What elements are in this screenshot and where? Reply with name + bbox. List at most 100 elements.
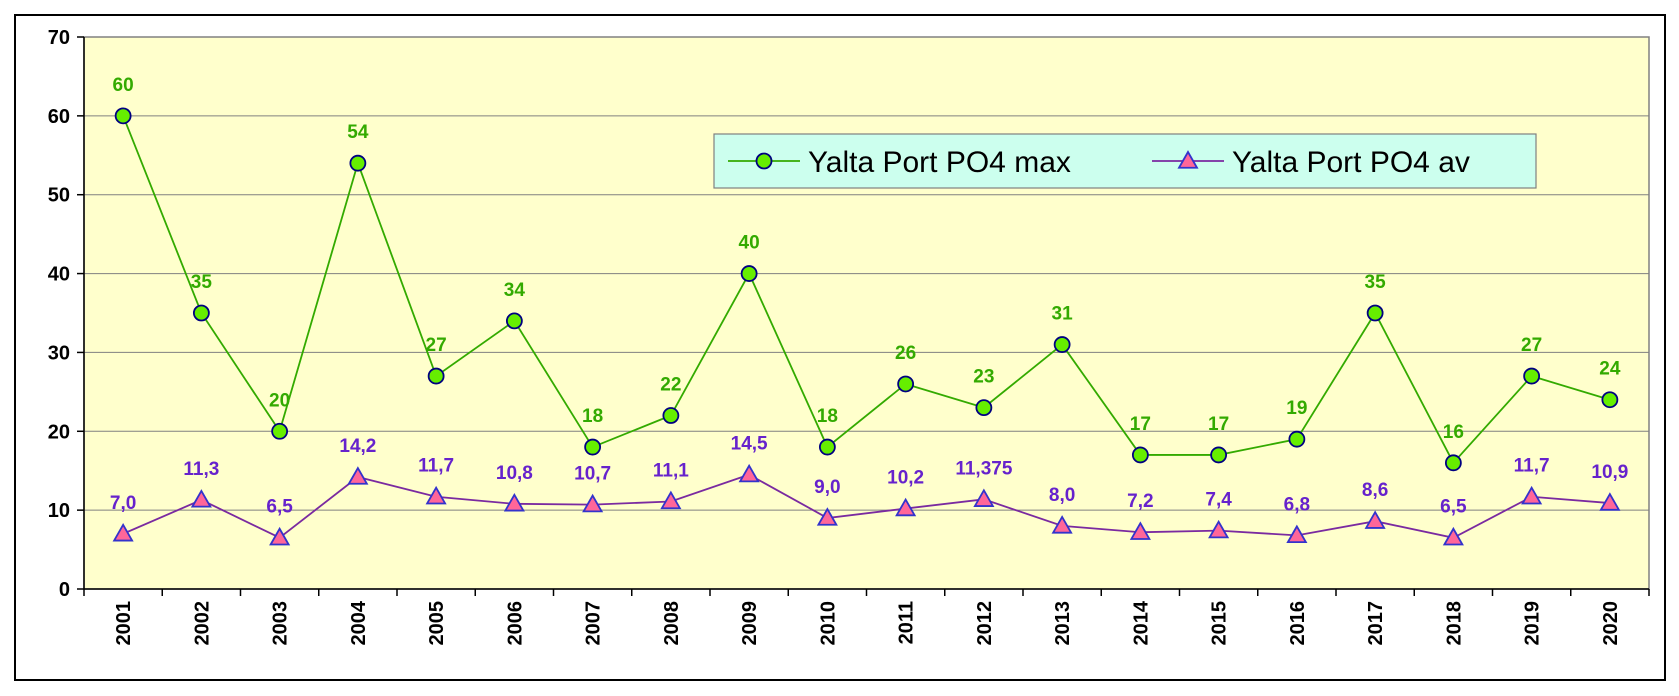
data-label: 40 <box>739 233 760 254</box>
data-label: 31 <box>1052 304 1074 325</box>
data-point <box>503 493 525 512</box>
data-point <box>347 466 369 485</box>
data-point <box>112 522 134 542</box>
data-point <box>1366 304 1384 322</box>
data-label: 11,375 <box>955 458 1012 479</box>
y-tick-label: 20 <box>48 421 70 443</box>
data-point <box>897 375 915 393</box>
data-label: 24 <box>1599 359 1621 380</box>
data-point <box>1131 446 1149 464</box>
data-point <box>818 438 836 456</box>
y-tick-label: 10 <box>48 500 70 522</box>
data-label: 14,5 <box>731 434 768 455</box>
data-label: 10,8 <box>496 463 533 484</box>
data-point <box>738 463 760 483</box>
x-tick-label: 2020 <box>1600 601 1622 646</box>
data-label: 14,2 <box>339 436 376 457</box>
x-tick-label: 2002 <box>191 601 213 646</box>
x-tick-label: 2019 <box>1522 601 1544 646</box>
y-tick-label: 60 <box>48 106 70 128</box>
data-label: 11,3 <box>183 459 219 480</box>
data-label: 19 <box>1286 398 1307 419</box>
data-label: 18 <box>817 406 838 427</box>
data-label: 8,0 <box>1049 485 1075 506</box>
legend-entry-label: Yalta Port PO4 max <box>808 146 1071 179</box>
legend: Yalta Port PO4 max Yalta Port PO4 av <box>713 133 1537 189</box>
data-point <box>190 489 212 508</box>
data-label: 16 <box>1443 422 1464 443</box>
data-labels: 60 35 20 54 27 34 18 22 40 18 26 23 31 17 17 19 35 16 27 24… <box>110 75 1628 518</box>
data-point <box>584 438 602 456</box>
data-label: 10,9 <box>1591 462 1628 483</box>
x-tick-label: 2006 <box>504 601 526 646</box>
data-point <box>582 493 604 513</box>
data-label: 6,8 <box>1284 494 1310 515</box>
data-label: 27 <box>1521 335 1542 356</box>
x-tick-label: 2011 <box>896 601 918 644</box>
y-tick-label: 0 <box>59 579 70 601</box>
data-point <box>1444 454 1462 472</box>
data-label: 35 <box>1365 272 1387 293</box>
data-point <box>816 507 838 526</box>
data-point <box>1053 336 1071 353</box>
x-tick-label: 2009 <box>739 601 761 646</box>
x-tick-label: 2001 <box>113 601 135 646</box>
data-label: 22 <box>660 375 681 396</box>
series-av <box>112 463 1621 546</box>
y-tick-label: 50 <box>48 185 70 207</box>
x-tick-label: 2003 <box>270 601 292 646</box>
data-point <box>1051 515 1073 534</box>
y-tick-label: 70 <box>48 27 70 49</box>
legend-box <box>713 133 1537 189</box>
data-point <box>1286 524 1308 544</box>
data-point <box>114 107 132 125</box>
x-tick-label: 2014 <box>1130 600 1152 645</box>
data-point <box>505 312 523 330</box>
data-label: 6,5 <box>1440 497 1467 518</box>
series-line <box>122 473 1610 539</box>
data-point <box>1364 510 1386 529</box>
data-label: 9,0 <box>814 477 840 498</box>
series <box>112 107 1621 546</box>
x-tick-label: 2008 <box>661 601 683 646</box>
x-tick-label: 2010 <box>817 601 839 646</box>
data-point <box>662 407 680 424</box>
x-tick-label: 2017 <box>1365 601 1387 646</box>
data-point <box>425 485 447 505</box>
data-label: 54 <box>347 122 369 143</box>
x-tick-label: 2005 <box>426 601 448 646</box>
series-max <box>114 107 1619 472</box>
data-label: 26 <box>895 343 916 364</box>
data-point <box>973 488 995 507</box>
data-label: 7,0 <box>110 493 136 514</box>
data-label: 6,5 <box>266 497 293 518</box>
data-point <box>1521 485 1543 505</box>
data-point <box>1208 519 1230 539</box>
data-point <box>1129 521 1151 540</box>
data-point <box>192 304 210 322</box>
data-point <box>1210 446 1228 464</box>
data-label: 17 <box>1208 414 1229 435</box>
plot-area <box>83 36 1650 590</box>
data-point <box>1601 391 1619 409</box>
legend-marker <box>755 152 773 170</box>
data-label: 11,7 <box>1514 456 1550 477</box>
x-tick-label: 2013 <box>1052 601 1074 646</box>
data-point <box>895 497 917 517</box>
legend-entry-label: Yalta Port PO4 av <box>1232 146 1470 179</box>
data-label: 18 <box>582 406 603 427</box>
legend-marker <box>1177 150 1199 169</box>
data-point <box>1288 430 1306 448</box>
data-point <box>349 154 367 172</box>
data-label: 8,6 <box>1362 480 1388 501</box>
x-tick-label: 2015 <box>1209 601 1231 646</box>
data-point <box>1599 492 1621 511</box>
x-tick-label: 2012 <box>974 601 996 646</box>
data-label: 11,7 <box>418 456 454 477</box>
data-point <box>660 490 682 510</box>
grid-lines <box>84 115 1649 511</box>
data-label: 10,7 <box>574 464 611 485</box>
data-label: 7,4 <box>1205 490 1232 511</box>
